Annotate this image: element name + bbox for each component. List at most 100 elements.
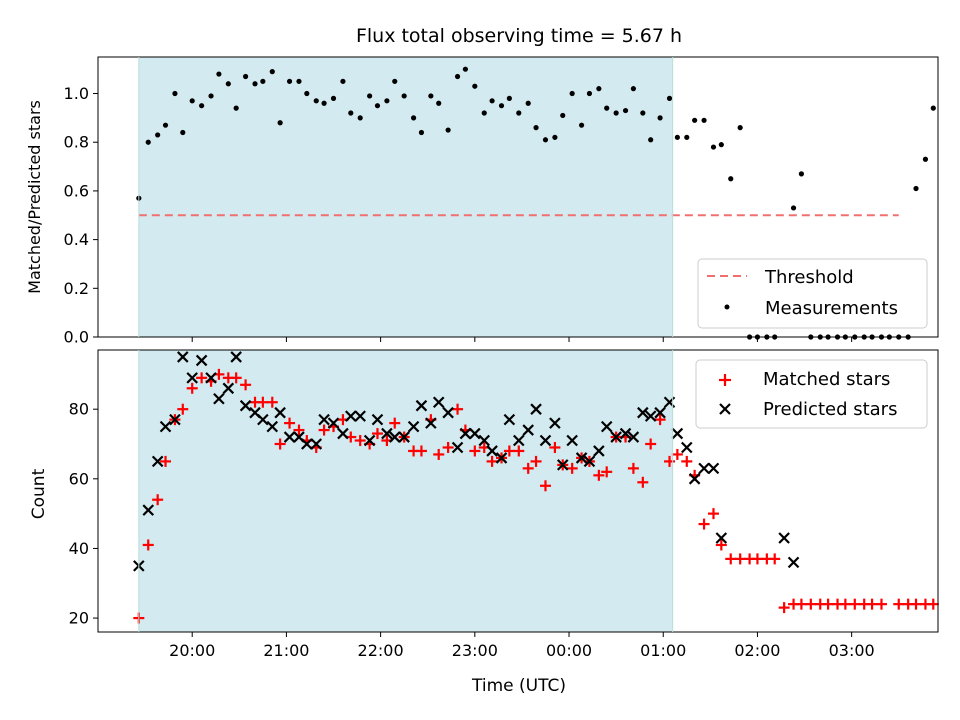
measurement-point bbox=[728, 176, 734, 182]
predicted-point-b bbox=[169, 413, 181, 426]
matched-point bbox=[230, 372, 242, 384]
matched-point bbox=[601, 466, 613, 478]
top-x-ticks bbox=[191, 337, 853, 342]
predicted-point bbox=[415, 399, 428, 412]
matched-point bbox=[442, 441, 454, 453]
predicted-point-b bbox=[459, 427, 472, 440]
predicted-point-b bbox=[549, 417, 561, 429]
predicted-point-b bbox=[222, 382, 235, 395]
measurement-point bbox=[684, 134, 690, 140]
predicted-point bbox=[195, 354, 208, 367]
matched-point bbox=[927, 598, 939, 610]
bottom-panel: 20 40 60 80 20:00 21:00 22:00 23:00 00:00 01:00 0… bbox=[29, 349, 939, 696]
matched-point bbox=[160, 455, 172, 467]
predicted-point bbox=[610, 431, 622, 443]
matched-point bbox=[240, 379, 252, 391]
top-y-axis: 0.0 0.2 0.4 0.6 0.8 1.0 bbox=[64, 84, 98, 347]
measurement-point bbox=[586, 90, 593, 97]
predicted-point-b bbox=[371, 413, 384, 426]
matched-point bbox=[698, 518, 710, 530]
predicted-point-b bbox=[644, 410, 657, 422]
predicted-point bbox=[230, 351, 242, 363]
predicted-point bbox=[671, 427, 684, 440]
predicted-point bbox=[327, 417, 340, 429]
predicted-point bbox=[530, 403, 542, 415]
matched-point bbox=[318, 424, 330, 436]
predicted-point bbox=[681, 441, 693, 454]
top-y-tick-label: 0.8 bbox=[64, 133, 89, 152]
predicted-point bbox=[566, 434, 578, 447]
predicted-point-b bbox=[619, 427, 632, 440]
matched-point bbox=[284, 417, 296, 429]
predicted-point bbox=[388, 431, 401, 443]
predicted-point-b bbox=[556, 459, 569, 471]
matched-point bbox=[503, 445, 515, 457]
predicted-point-b bbox=[442, 406, 454, 419]
predicted-point bbox=[318, 413, 330, 426]
predicted-point-b bbox=[627, 431, 640, 443]
measurement-point bbox=[348, 110, 354, 116]
predicted-point-b bbox=[503, 413, 516, 426]
matched-point bbox=[839, 598, 851, 610]
predicted-point-b bbox=[318, 413, 330, 426]
predicted-point bbox=[222, 382, 235, 395]
measurement-point bbox=[737, 125, 743, 131]
top-legend: Threshold Measurements bbox=[697, 258, 928, 329]
predicted-points bbox=[133, 351, 800, 572]
predicted-point-b bbox=[451, 441, 464, 454]
matched-point bbox=[389, 417, 401, 429]
matched-point bbox=[866, 598, 878, 610]
predicted-point bbox=[301, 438, 313, 450]
predicted-point bbox=[151, 455, 164, 468]
predicted-point bbox=[627, 431, 640, 443]
predicted-point bbox=[239, 399, 252, 412]
predicted-point-b bbox=[177, 351, 189, 363]
measurement-point bbox=[269, 69, 275, 75]
predicted-point-b bbox=[274, 406, 286, 419]
predicted-point-b bbox=[681, 441, 693, 454]
predicted-point bbox=[337, 427, 349, 440]
measurement-point bbox=[225, 81, 231, 87]
predicted-point bbox=[266, 420, 279, 433]
measurement-point bbox=[418, 129, 425, 136]
legend-matched-label: Matched stars bbox=[763, 369, 890, 390]
matched-point bbox=[371, 428, 383, 440]
matched-point bbox=[257, 396, 269, 408]
predicted-point-b bbox=[715, 532, 728, 544]
matched-point bbox=[415, 445, 427, 457]
measurement-point bbox=[498, 103, 505, 109]
predicted-point bbox=[637, 406, 649, 419]
chart-title: Flux total observing time = 5.67 h bbox=[356, 25, 682, 47]
matched-point bbox=[152, 494, 164, 506]
bottom-x-tick-label: 21:00 bbox=[263, 641, 309, 660]
measurement-point bbox=[367, 93, 373, 99]
matched-point bbox=[849, 598, 861, 610]
measurement-point bbox=[630, 86, 637, 92]
top-panel: 0.0 0.2 0.4 0.6 0.8 1.0 Flux total observing … bbox=[25, 25, 939, 347]
measurement-point bbox=[640, 110, 646, 116]
measurement-point bbox=[462, 66, 469, 72]
matched-point bbox=[433, 448, 445, 460]
legend-measurements-swatch bbox=[724, 304, 730, 310]
predicted-point bbox=[619, 427, 632, 440]
bottom-y-tick-label: 20 bbox=[69, 609, 89, 628]
predicted-point-b bbox=[495, 452, 508, 464]
predicted-point-b bbox=[266, 420, 279, 433]
predicted-point-b bbox=[654, 406, 666, 419]
predicted-point bbox=[539, 434, 552, 447]
matched-point bbox=[566, 462, 578, 474]
predicted-point-b bbox=[363, 434, 376, 447]
measurement-point bbox=[428, 93, 434, 99]
measurement-point bbox=[340, 78, 346, 84]
measurement-point bbox=[622, 107, 629, 114]
bottom-x-tick-label: 00:00 bbox=[546, 641, 592, 660]
measurement-point bbox=[569, 90, 575, 97]
measurement-point bbox=[330, 95, 337, 101]
predicted-point-b bbox=[486, 445, 498, 457]
predicted-point bbox=[707, 462, 720, 475]
predicted-point bbox=[186, 372, 198, 384]
matched-point bbox=[266, 396, 278, 408]
predicted-point bbox=[787, 556, 800, 569]
predicted-point-b bbox=[195, 354, 208, 367]
